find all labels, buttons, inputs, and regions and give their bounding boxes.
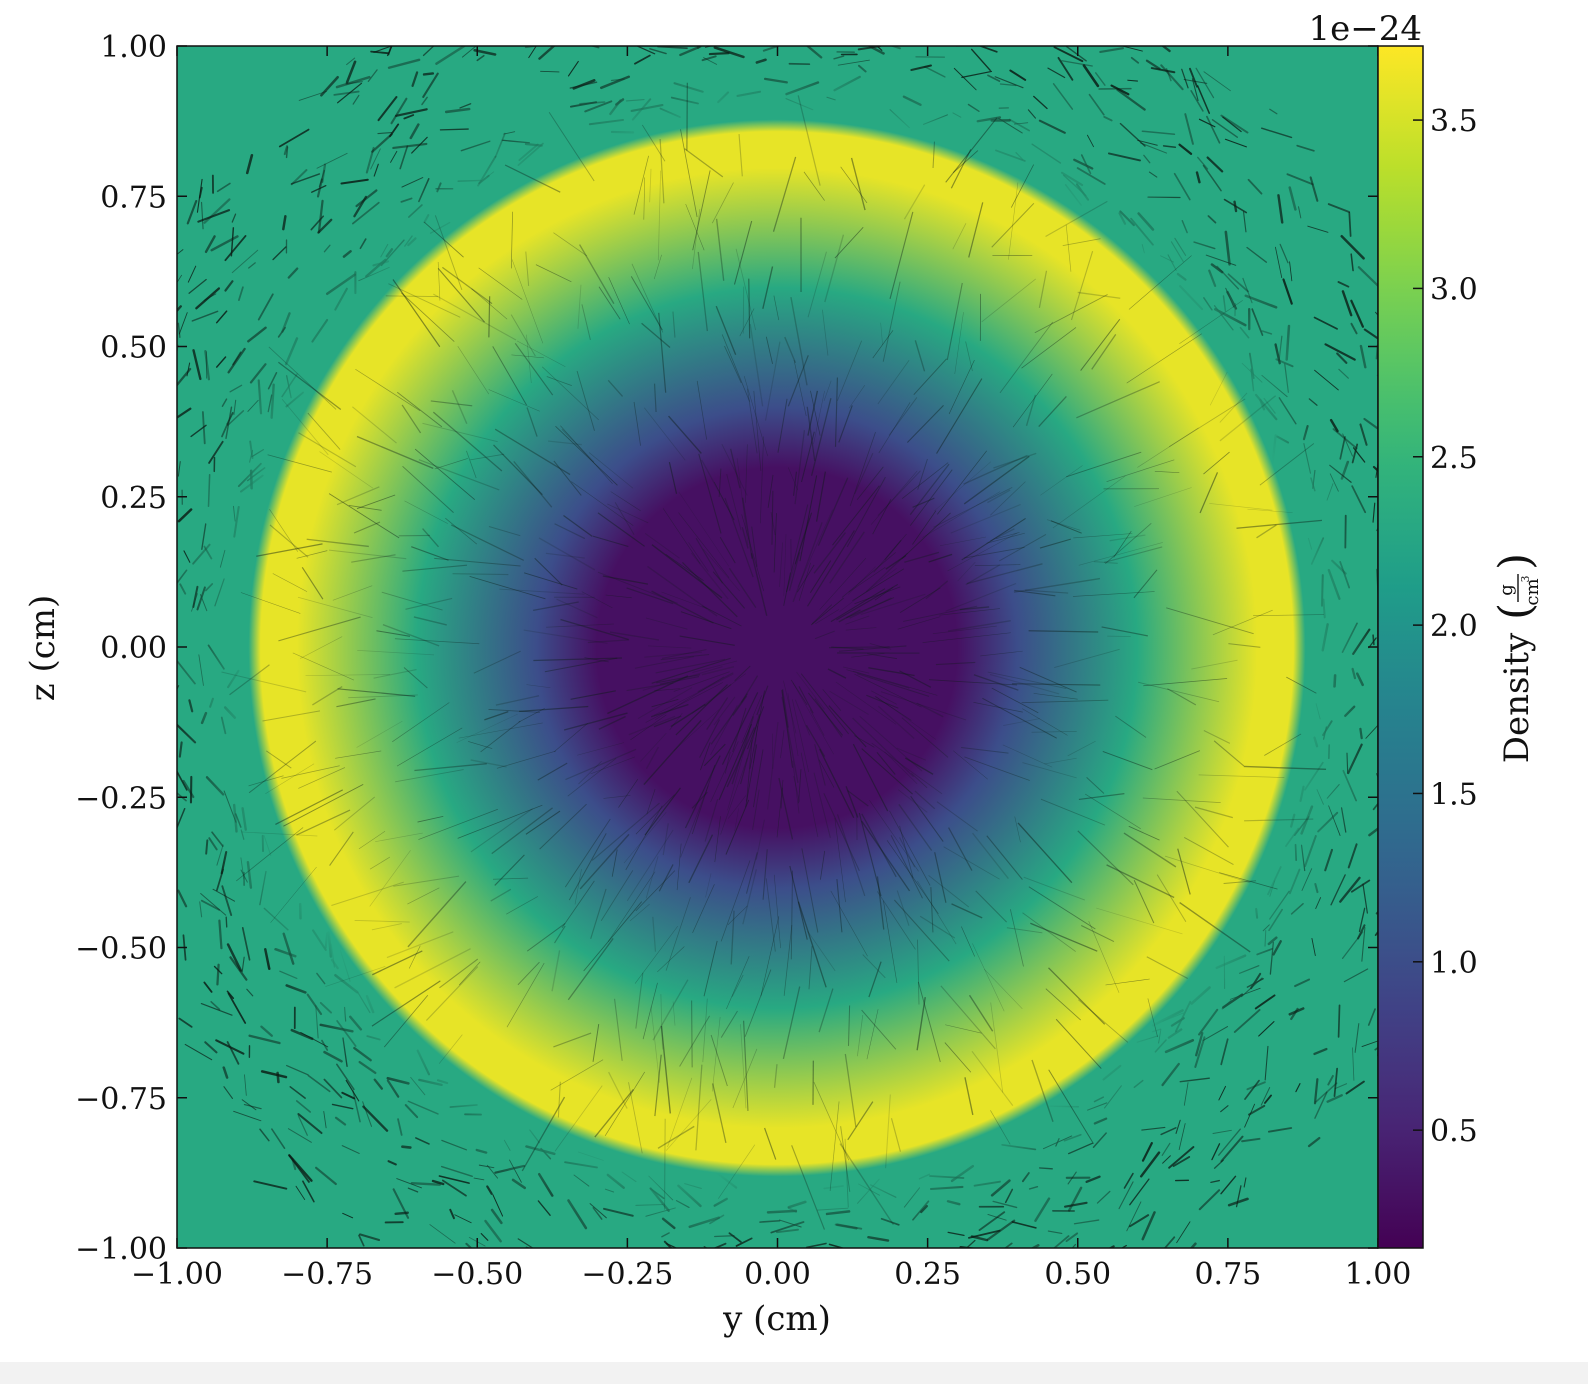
x-tick-label: −1.00: [131, 1257, 223, 1292]
x-tick-label: −0.25: [581, 1257, 673, 1292]
colorbar-tick-label: 2.0: [1430, 609, 1478, 644]
x-tick-label: 1.00: [1345, 1257, 1412, 1292]
colorbar-tick-label: 3.5: [1430, 104, 1478, 139]
y-tick-label: 1.00: [100, 30, 167, 65]
y-axis-label: z (cm): [23, 595, 63, 702]
plot-area: [177, 46, 1378, 1248]
window-bottom-strip: [0, 1362, 1588, 1384]
y-tick-label: −0.50: [75, 932, 167, 967]
colorbar-label: Density ( g cm 3 ): [1490, 553, 1543, 763]
y-tick-label: −0.25: [75, 781, 167, 816]
colorbar-tick-label: 3.0: [1430, 272, 1478, 307]
colorbar-bar: [1377, 45, 1424, 1249]
colorbar-paren-left: (: [1490, 603, 1541, 620]
colorbar-unit-denominator: cm: [1522, 578, 1543, 605]
colorbar-unit-numerator: g: [1496, 584, 1517, 596]
colorbar-tick-label: 1.5: [1430, 777, 1478, 812]
density-disk: [177, 47, 1378, 1248]
colorbar-unit-exponent: 3: [1519, 576, 1532, 583]
colorbar-tick-label: 2.5: [1430, 441, 1478, 476]
colorbar-tick-label: 1.0: [1430, 946, 1478, 981]
colorbar-ticks: 0.5 1.0 1.5 2.0 2.5 3.0 3.5: [1413, 104, 1478, 1149]
x-tick-label: −0.75: [281, 1257, 373, 1292]
x-tick-label: 0.75: [1194, 1257, 1261, 1292]
x-axis-ticks: −1.00 −0.75 −0.50 −0.25 0.00 0.25 0.50 0.75 1.00: [131, 46, 1411, 1292]
colorbar: 0.5 1.0 1.5 2.0 2.5 3.0 3.5 1e−24 Density ( g …: [1308, 9, 1543, 1249]
colorbar-offset-text: 1e−24: [1308, 9, 1422, 49]
y-tick-label: −1.00: [75, 1232, 167, 1267]
y-tick-label: 0.75: [100, 180, 167, 215]
streamline-overlay: [221, 82, 1327, 1230]
colorbar-label-text: Density: [1497, 632, 1537, 763]
colorbar-paren-right: ): [1490, 553, 1541, 570]
x-tick-label: −0.50: [431, 1257, 523, 1292]
y-tick-label: −0.75: [75, 1082, 167, 1117]
x-axis-label: y (cm): [722, 1299, 831, 1339]
y-tick-label: 0.00: [100, 631, 167, 666]
y-axis-ticks: 1.00 0.75 0.50 0.25 0.00 −0.25 −0.50 −0.75 −1.00: [75, 30, 1378, 1267]
y-tick-label: 0.25: [100, 481, 167, 516]
x-tick-label: 0.25: [894, 1257, 961, 1292]
colorbar-tick-label: 0.5: [1430, 1114, 1478, 1149]
x-tick-label: 0.50: [1044, 1257, 1111, 1292]
x-tick-label: 0.00: [744, 1257, 811, 1292]
y-tick-label: 0.50: [100, 331, 167, 366]
